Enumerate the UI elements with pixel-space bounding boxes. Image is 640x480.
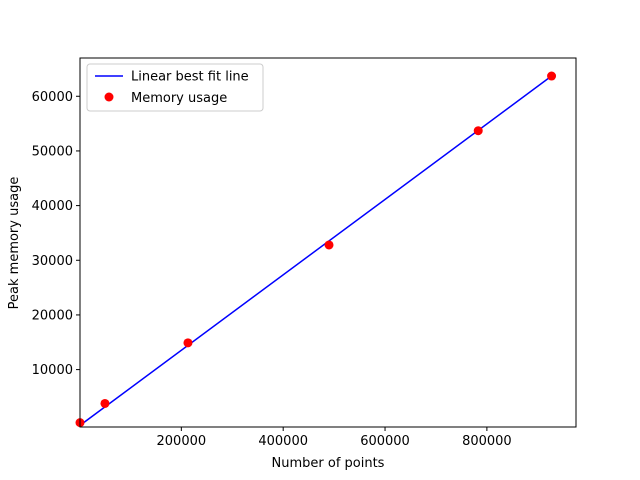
legend-label-line: Linear best fit line [131, 70, 249, 85]
plot-frame [79, 57, 577, 428]
data-point-2 [183, 338, 193, 348]
data-point-1 [100, 398, 110, 408]
data-point-5 [547, 71, 557, 81]
y-tick-label-0: 10000 [32, 363, 73, 378]
y-tick-label-1: 20000 [32, 308, 73, 323]
plot-content [80, 75, 553, 426]
legend-label-scatter: Memory usage [131, 91, 227, 106]
x-tick-label-1: 400000 [258, 434, 308, 449]
y-tick-label-5: 60000 [32, 90, 73, 105]
legend-frame [86, 63, 264, 112]
x-tick-label-3: 800000 [462, 434, 512, 449]
axes: 200000 400000 600000 800000 10000 20000 30000 4… [32, 57, 577, 449]
data-point-4 [473, 126, 483, 136]
plot-area [75, 71, 557, 428]
x-axis-label: Number of points [272, 456, 385, 471]
x-tick-label-0: 200000 [157, 434, 207, 449]
y-tick-label-4: 50000 [32, 144, 73, 159]
legend-marker-swatch [104, 92, 114, 102]
y-tick-label-3: 40000 [32, 199, 73, 214]
y-tick-label-2: 30000 [32, 254, 73, 269]
data-point-3 [324, 240, 334, 250]
legend: Linear best fit line Memory usage [86, 63, 264, 112]
x-tick-label-2: 600000 [360, 434, 410, 449]
best-fit-line [80, 75, 553, 426]
y-axis-label: Peak memory usage [7, 177, 22, 310]
